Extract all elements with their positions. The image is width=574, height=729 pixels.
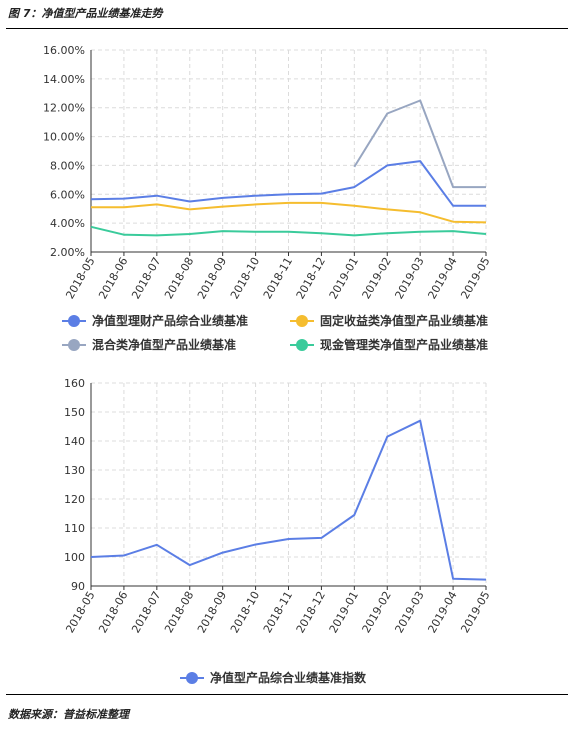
c2-x-tick-label: 2018-06 — [96, 589, 130, 635]
c1-legend-item: 净值型理财产品综合业绩基准 — [62, 312, 248, 329]
c1-legend-swatch — [290, 314, 314, 327]
c1-x-tick-label: 2019-02 — [360, 255, 394, 301]
c1-x-tick-label: 2018-05 — [63, 255, 97, 301]
c1-series-line-4 — [90, 225, 487, 237]
c2-x-tick-label: 2019-01 — [327, 589, 361, 635]
c1-x-tick-label: 2019-03 — [393, 255, 427, 301]
c2-x-tick-label: 2019-02 — [360, 589, 394, 635]
c2-x-tick-label: 2018-09 — [195, 589, 229, 635]
c1-y-tick-label: 6.00% — [50, 188, 85, 201]
c2-x-tick-label: 2018-08 — [162, 589, 196, 635]
c2-x-tick-label: 2018-07 — [129, 589, 163, 635]
c1-y-tick-label: 4.00% — [50, 217, 85, 230]
c1-legend-item: 现金管理类净值型产品业绩基准 — [290, 336, 488, 353]
c1-x-tick-label: 2018-09 — [195, 255, 229, 301]
c1-y-tick-label: 16.00% — [43, 44, 85, 57]
c1-y-tick-label: 12.00% — [43, 102, 85, 115]
c2-y-tick-label: 120 — [64, 493, 85, 506]
c2-y-tick-label: 90 — [71, 580, 85, 593]
figure-title: 图 7：净值型产品业绩基准走势 — [8, 7, 163, 20]
c2-x-tick-label: 2019-04 — [425, 589, 459, 635]
c2-x-tick-label: 2019-05 — [458, 589, 492, 635]
c1-legend-item: 混合类净值型产品业绩基准 — [62, 336, 236, 353]
c2-x-tick-label: 2019-03 — [393, 589, 427, 635]
c2-legend-item: 净值型产品综合业绩基准指数 — [180, 669, 366, 686]
c2-y-tick-label: 150 — [64, 406, 85, 419]
c1-legend-swatch — [62, 338, 86, 351]
c2-y-tick-label: 130 — [64, 464, 85, 477]
c2-y-tick-label: 110 — [64, 522, 85, 535]
c2-y-tick-label: 160 — [64, 377, 85, 390]
c2-x-tick-label: 2018-11 — [261, 589, 295, 635]
c1-legend-label: 混合类净值型产品业绩基准 — [92, 338, 237, 352]
c1-y-tick-label: 10.00% — [43, 131, 85, 144]
c1-series-line-2 — [91, 201, 487, 224]
c1-series-line-1 — [90, 160, 486, 207]
c2-x-tick-label: 2018-12 — [294, 589, 328, 635]
c1-legend-label: 净值型理财产品综合业绩基准 — [92, 314, 249, 328]
c2-legend-label: 净值型产品综合业绩基准指数 — [210, 671, 367, 685]
c1-x-tick-label: 2018-11 — [261, 255, 295, 301]
c1-y-tick-label: 8.00% — [50, 159, 85, 172]
c1-legend-swatch — [62, 314, 86, 327]
c1-x-tick-label: 2019-01 — [327, 255, 361, 301]
c1-legend-label: 现金管理类净值型产品业绩基准 — [320, 338, 489, 352]
c2-y-tick-label: 140 — [64, 435, 85, 448]
c1-series-line-3 — [353, 99, 486, 189]
c1-x-tick-label: 2019-05 — [458, 255, 492, 301]
c1-legend-item: 固定收益类净值型产品业绩基准 — [290, 312, 488, 329]
c2-series-line-1 — [90, 419, 487, 581]
c2-x-tick-label: 2018-05 — [63, 589, 97, 635]
c1-y-tick-label: 14.00% — [43, 73, 85, 86]
c1-legend-swatch — [290, 338, 314, 351]
c1-x-tick-label: 2018-12 — [294, 255, 328, 301]
c2-x-tick-label: 2018-10 — [228, 589, 262, 635]
c1-y-tick-label: 2.00% — [50, 246, 85, 259]
c2-y-tick-label: 100 — [64, 551, 85, 564]
c1-x-tick-label: 2018-10 — [228, 255, 262, 301]
c1-x-tick-label: 2018-08 — [162, 255, 196, 301]
c1-x-tick-label: 2018-07 — [129, 255, 163, 301]
c1-x-tick-label: 2018-06 — [96, 255, 130, 301]
c2-legend-swatch — [180, 671, 204, 684]
bottom-rule — [6, 694, 568, 695]
c1-x-tick-label: 2019-04 — [425, 255, 459, 301]
c1-legend-label: 固定收益类净值型产品业绩基准 — [320, 314, 489, 328]
top-rule — [6, 28, 568, 29]
data-source-note: 数据来源：普益标准整理 — [8, 708, 129, 721]
